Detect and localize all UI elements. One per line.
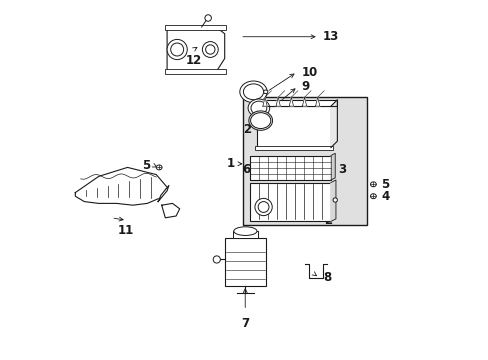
Polygon shape [275,97,280,106]
Bar [249,156,330,180]
Text: 1: 1 [226,157,234,170]
Ellipse shape [258,202,268,212]
Ellipse shape [204,15,211,21]
Text: 3: 3 [337,163,346,176]
Ellipse shape [250,101,266,115]
Polygon shape [330,100,337,148]
Polygon shape [288,97,293,106]
Polygon shape [158,185,168,202]
Ellipse shape [370,194,375,199]
Bar [165,25,226,30]
Text: 2: 2 [323,214,331,227]
Ellipse shape [170,43,183,56]
Bar [165,69,226,74]
Polygon shape [330,180,335,221]
Ellipse shape [239,81,266,103]
Bar [224,238,265,286]
Polygon shape [263,100,337,106]
Bar [232,231,257,238]
Polygon shape [263,97,266,106]
Text: 5: 5 [381,178,389,191]
Polygon shape [167,27,224,72]
Ellipse shape [167,40,187,59]
Ellipse shape [263,90,267,94]
Polygon shape [75,167,167,205]
Bar [257,106,330,148]
Text: 7: 7 [241,317,249,330]
Ellipse shape [247,99,269,117]
Text: 6: 6 [242,163,250,176]
Text: 8: 8 [322,271,330,284]
Text: 12: 12 [185,54,201,67]
Ellipse shape [332,198,337,202]
Text: 10: 10 [301,66,317,78]
Text: 9: 9 [301,80,309,93]
Ellipse shape [213,256,220,263]
Ellipse shape [248,111,272,130]
Bar [242,97,366,225]
Text: 13: 13 [322,30,339,43]
Text: 2: 2 [243,123,251,136]
Ellipse shape [254,198,272,216]
Text: 4: 4 [381,190,389,203]
Polygon shape [162,203,179,218]
Bar [249,183,330,221]
Bar [255,146,332,150]
Ellipse shape [156,165,162,170]
Ellipse shape [250,113,270,129]
Ellipse shape [370,182,375,187]
Polygon shape [302,97,306,106]
Polygon shape [315,97,319,106]
Ellipse shape [243,84,263,100]
Ellipse shape [202,41,218,57]
Ellipse shape [205,45,215,54]
Text: 5: 5 [142,159,150,172]
Polygon shape [330,153,335,180]
Ellipse shape [233,227,257,235]
Text: 11: 11 [118,224,134,237]
